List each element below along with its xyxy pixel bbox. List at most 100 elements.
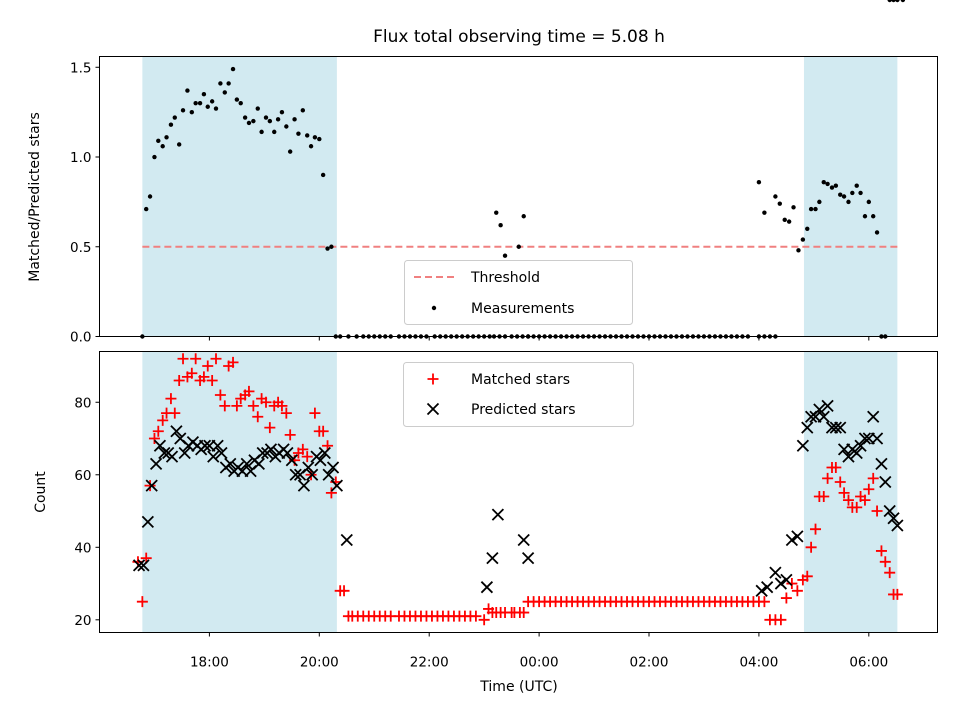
predicted-star-point: [215, 446, 228, 460]
measurement-point: [272, 129, 277, 135]
measurement-point: [320, 172, 326, 178]
predicted-star-point: [306, 468, 319, 481]
bottom-y-tick-label: 60: [74, 468, 91, 484]
x-tick-label: 02:00: [630, 655, 669, 671]
measurement-point: [234, 97, 240, 102]
measurement-point: [791, 205, 796, 210]
measurement-point: [300, 108, 306, 113]
measurement-point: [308, 144, 314, 149]
predicted-star-point: [796, 439, 810, 452]
measurement-point: [850, 190, 855, 196]
measurement-point: [263, 115, 269, 120]
matched-star-point: [884, 567, 896, 579]
matched-star-point: [219, 400, 231, 412]
measurement-point: [197, 100, 203, 106]
measurement-point: [305, 133, 310, 138]
measurement-point: [829, 185, 835, 190]
matched-star-point: [198, 371, 210, 383]
measurement-point: [846, 199, 851, 205]
predicted-star-point: [207, 450, 220, 463]
measurement-point: [862, 214, 868, 219]
predicted-star-point: [252, 457, 265, 471]
predicted-star-point: [211, 439, 224, 452]
predicted-star-point: [780, 573, 793, 587]
predicted-star-point: [264, 443, 278, 456]
predicted-star-point: [891, 519, 904, 532]
predicted-star-point: [821, 399, 834, 413]
bottom-legend-box: [403, 362, 634, 427]
x-tick-label: 04:00: [739, 655, 778, 671]
predicted-star-point: [887, 512, 900, 525]
x-tick-label: 20:00: [300, 655, 339, 671]
predicted-star-point: [817, 410, 830, 423]
matched-star-point: [210, 353, 222, 365]
chart-title: Flux total observing time = 5.08 h: [373, 27, 665, 47]
predicted-star-point: [486, 552, 499, 565]
matched-star-point: [284, 429, 296, 441]
matched-star-point: [152, 425, 164, 437]
measurement-point: [821, 179, 826, 185]
measurement-point: [185, 88, 190, 93]
bottom-y-tick-label: 80: [74, 395, 91, 411]
predicted-legend-label: Predicted stars: [471, 402, 576, 418]
measurement-point: [841, 194, 847, 199]
measurement-point: [895, 0, 900, 3]
predicted-star-point: [801, 421, 814, 434]
measurement-point: [209, 99, 215, 104]
matched-star-point: [247, 400, 259, 412]
measurement-point: [866, 199, 872, 205]
measurement-point: [296, 131, 301, 136]
predicted-star-point: [883, 504, 896, 518]
matched-star-point: [518, 607, 530, 619]
matched-star-point: [822, 472, 834, 484]
measurement-point: [900, 0, 906, 3]
measurement-point: [329, 244, 334, 249]
predicted-star-point: [256, 446, 269, 460]
top-legend: Threshold Measurements: [404, 260, 633, 325]
measurements-legend-swatch: [431, 305, 437, 311]
matched-star-point: [871, 505, 883, 517]
measurement-point: [494, 210, 499, 215]
predicted-star-point: [158, 446, 171, 460]
matched-star-point: [309, 407, 321, 419]
bottom-panel: 20 40 60 80 18:00 20:00 22:00 00:00 02:00 04:00 0…: [33, 352, 938, 695]
matched-star-point: [206, 375, 218, 387]
matched-star-point: [818, 491, 830, 503]
matched-star-point: [144, 480, 156, 492]
predicted-star-point: [521, 552, 535, 565]
observing-window-top-0: [142, 56, 337, 337]
matched-star-point: [775, 614, 787, 626]
matched-star-point: [297, 443, 309, 455]
measurement-point: [825, 181, 830, 187]
predicted-star-point: [867, 410, 880, 423]
matched-star-point: [136, 596, 148, 608]
bottom-y-axis-label: Count: [33, 471, 49, 513]
measurement-point: [777, 201, 782, 206]
measurement-point: [312, 135, 318, 140]
predicted-star-point: [755, 584, 768, 597]
measurement-point: [242, 115, 248, 120]
predicted-star-point: [774, 577, 788, 590]
predicted-star-point: [281, 446, 294, 460]
x-tick-label: 18:00: [190, 655, 229, 671]
predicted-star-point: [141, 515, 154, 529]
predicted-star-point: [297, 479, 311, 492]
matched-star-point: [838, 487, 850, 499]
predicted-star-point: [330, 479, 344, 492]
matched-star-point: [157, 414, 169, 426]
matched-star-point: [243, 385, 255, 397]
measurement-point: [164, 135, 169, 140]
predicted-star-point: [480, 581, 494, 594]
predicted-star-point: [285, 454, 298, 467]
measurement-point: [871, 214, 876, 219]
matched-star-point: [863, 483, 875, 495]
matched-star-point: [875, 545, 887, 557]
matched-star-point: [338, 585, 350, 597]
measurement-point: [317, 136, 322, 142]
matched-star-point: [325, 487, 337, 499]
predicted-star-point: [302, 461, 315, 474]
matched-star-point: [834, 476, 846, 488]
predicted-star-point: [322, 468, 335, 481]
predicted-star-point: [340, 533, 353, 547]
